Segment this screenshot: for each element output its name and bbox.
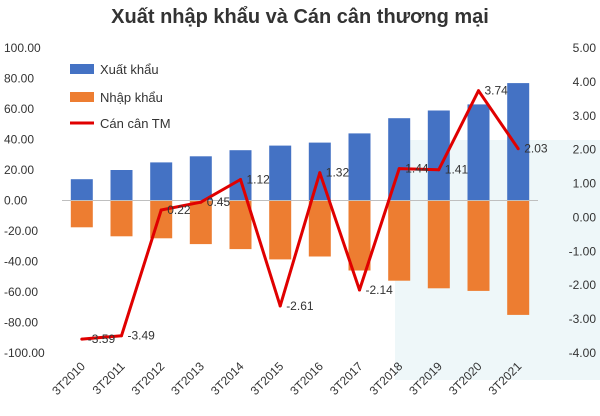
balance-point-3T2011 [120,334,123,338]
export-bar-3T2017 [348,133,371,201]
bars-group [70,83,530,315]
balance-data-label: -3.59 [88,332,116,346]
import-bar-3T2010 [70,200,93,228]
balance-data-label: 0.45 [207,195,231,209]
balance-point-3T2013 [199,200,203,204]
left-tick-label: 20.00 [4,163,34,177]
balance-point-3T2021 [516,147,520,151]
export-bar-3T2018 [388,118,411,201]
balance-data-label: 1.41 [445,163,469,177]
balance-data-label: -2.61 [286,299,314,313]
import-bar-3T2014 [229,200,252,250]
x-tick-label: 3T2011 [90,359,128,397]
x-tick-label: 3T2015 [248,359,287,398]
balance-data-label: 0.22 [167,203,191,217]
x-tick-label: 3T2012 [129,359,168,398]
import-bar-3T2020 [467,200,490,291]
balance-point-3T2016 [318,171,322,175]
balance-point-3T2012 [159,208,163,212]
balance-point-3T2018 [397,167,401,171]
right-tick-label: 1.00 [573,177,597,191]
balance-point-3T2015 [278,304,282,308]
balance-data-label: 1.44 [405,162,429,176]
right-tick-label: -4.00 [569,346,597,360]
import-bar-3T2013 [189,200,212,245]
balance-data-label: 2.03 [524,142,548,156]
right-tick-label: 2.00 [573,143,597,157]
export-bar-3T2020 [467,104,490,201]
import-bar-3T2017 [348,200,371,271]
export-bar-3T2013 [189,156,212,201]
balance-data-label: 1.12 [247,173,271,187]
x-tick-label: 3T2010 [49,359,88,398]
right-tick-label: 5.00 [573,41,597,55]
left-tick-label: -60.00 [4,285,38,299]
right-tick-label: 3.00 [573,109,597,123]
balance-line [81,89,520,341]
import-bar-3T2016 [308,200,331,257]
legend: Xuất khẩu Nhập khẩu Cán cân TM [70,62,171,131]
x-tick-label: 3T2016 [287,359,326,398]
balance-data-label: 3.74 [485,84,509,98]
export-bar-3T2014 [229,150,252,201]
chart-title: Xuất nhập khẩu và Cán cân thương mại [111,6,489,28]
left-tick-label: -40.00 [4,255,38,269]
left-tick-label: -100.00 [4,346,45,360]
balance-data-label: 1.32 [326,166,350,180]
background-glow [395,140,600,380]
x-tick-label: 3T2017 [327,359,366,398]
import-bar-3T2011 [110,200,133,237]
export-bar-3T2012 [150,162,173,201]
balance-data-label: -2.14 [366,283,394,297]
left-tick-label: 40.00 [4,133,34,147]
export-bar-3T2010 [70,179,93,201]
left-tick-label: 100.00 [4,41,41,55]
data-labels: -3.59 -3.49 0.22 0.45 1.12 -2.61 1.32 -2.14 1.44… [88,84,548,346]
right-tick-label: 0.00 [573,210,597,224]
legend-label: Xuất khẩu [100,62,159,77]
legend-swatch [70,64,94,74]
left-tick-label: 80.00 [4,72,34,86]
export-bar-3T2021 [507,83,530,201]
balance-point-3T2019 [437,168,441,172]
import-bar-3T2019 [427,200,450,289]
export-bar-3T2011 [110,170,133,201]
x-tick-label: 3T2014 [208,359,247,398]
x-tick-label: 3T2013 [168,359,207,398]
right-tick-label: -3.00 [569,312,597,326]
left-tick-label: -20.00 [4,224,38,238]
legend-swatch [70,92,94,102]
export-bar-3T2015 [269,145,292,201]
right-tick-label: 4.00 [573,75,597,89]
right-tick-label: -2.00 [569,278,597,292]
legend-label: Cán cân TM [100,116,171,131]
balance-line-group [80,89,520,341]
right-tick-label: -1.00 [569,244,597,258]
left-axis-ticks: 100.00 80.00 60.00 40.00 20.00 0.00 -20.00 -40.… [4,41,45,360]
left-tick-label: 60.00 [4,102,34,116]
balance-point-3T2010 [80,337,84,341]
export-bar-3T2019 [427,110,450,201]
import-bar-3T2018 [388,200,411,281]
balance-point-3T2014 [239,178,242,181]
left-tick-label: 0.00 [4,194,28,208]
balance-data-label: -3.49 [128,329,156,343]
balance-point-3T2017 [358,288,361,292]
right-axis-ticks: 5.00 4.00 3.00 2.00 1.00 0.00 -1.00 -2.00 -3.00 -… [569,41,597,360]
legend-label: Nhập khẩu [100,90,163,105]
import-bar-3T2015 [269,200,292,260]
balance-point-3T2020 [477,89,480,93]
import-bar-3T2021 [507,200,530,315]
left-tick-label: -80.00 [4,316,38,330]
